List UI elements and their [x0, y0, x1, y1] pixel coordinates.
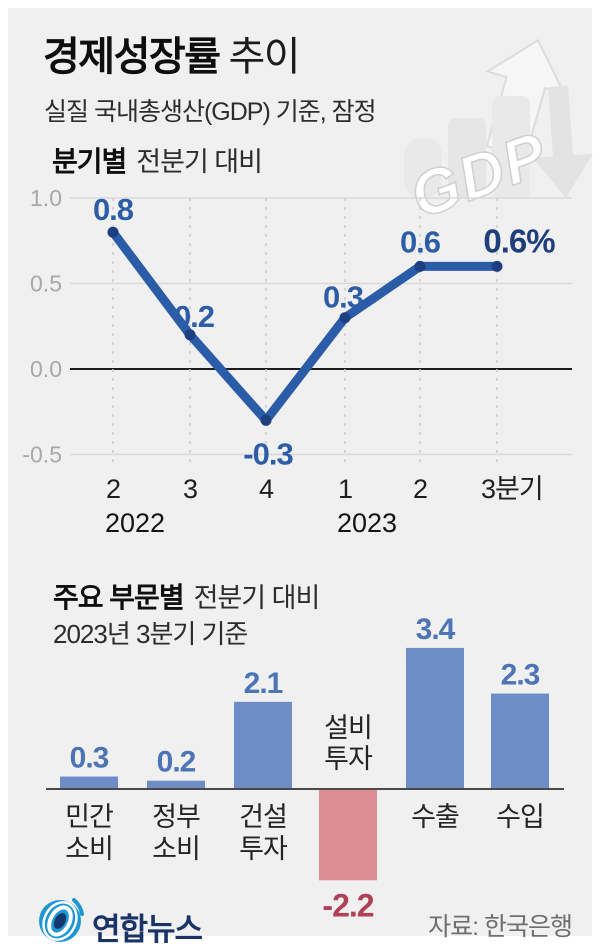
bar-positive: [147, 780, 205, 789]
page-title: 경제성장률 추이: [43, 34, 301, 80]
data-point: [491, 260, 503, 272]
bar-value-label: 3.4: [416, 613, 456, 646]
line-chart-title-light: 전분기 대비: [136, 147, 263, 177]
line-chart-title: 분기별 전분기 대비: [52, 140, 263, 180]
bar-value-label: 0.2: [157, 746, 196, 779]
bar-category-label: 수입: [496, 802, 544, 832]
quarterly-line-chart: 1.0 0.5 0.0 -0.5 0.8 0.2 -0.3 0.3 0.6 0.6% 2 3 4 1 2 3분…: [22, 185, 572, 538]
data-point: [260, 414, 272, 426]
bar-category-label: 소비: [152, 834, 200, 864]
bar-positive: [60, 776, 118, 789]
data-point: [107, 226, 119, 238]
bar-category-label: 소비: [65, 834, 113, 864]
bar-category-label: 민간: [65, 802, 113, 832]
year-label: 2022: [105, 508, 165, 538]
data-point: [339, 312, 351, 324]
point-label: 0.2: [174, 299, 214, 334]
year-label: 2023: [337, 508, 397, 538]
gdp-3d-art-icon: GDP: [401, 38, 593, 216]
page-subtitle: 실질 국내총생산(GDP) 기준, 잠정: [44, 98, 377, 126]
source-credit: 자료: 한국은행: [428, 913, 573, 941]
point-label: 0.6%: [483, 222, 555, 259]
bar-chart-title: 주요 부문별 전분기 대비: [53, 576, 321, 616]
y-tick-label: -0.5: [22, 442, 62, 468]
bar-art-3: [492, 96, 530, 198]
bar-positive: [406, 647, 464, 789]
y-tick-label: 0.5: [30, 271, 62, 297]
bar-negative: [319, 789, 377, 881]
bar-category-label: 정부: [152, 802, 200, 832]
bar-category-label: 투자: [324, 744, 373, 774]
line-series: [108, 227, 502, 425]
bar-value-label: 2.3: [501, 659, 540, 692]
point-label: -0.3: [243, 436, 293, 471]
point-label: 0.8: [93, 192, 134, 227]
bar-chart-title-bold: 주요 부문별: [53, 582, 185, 613]
x-tick-label: 2: [413, 474, 427, 504]
bar-value-label-negative: -2.2: [322, 887, 373, 923]
point-label: 0.6: [400, 224, 441, 259]
line-chart-title-bold: 분기별: [52, 146, 127, 177]
bar-value-label: 2.1: [244, 667, 283, 700]
point-label: 0.3: [323, 280, 364, 315]
bar-chart-subtitle: 2023년 3분기 기준: [53, 619, 248, 649]
y-tick-label: 1.0: [30, 185, 62, 211]
bar-category-label: 설비: [324, 713, 372, 743]
bar-value-label: 0.3: [70, 742, 109, 775]
bar-category-label: 수출: [411, 802, 459, 832]
x-tick-label: 3: [183, 474, 197, 504]
data-point: [414, 260, 426, 272]
x-tick-label: 1: [338, 474, 352, 504]
bar-art-2: [448, 118, 486, 198]
page-title-light: 추이: [228, 35, 301, 79]
yonhap-logo-icon: [39, 898, 84, 942]
x-tick-label: 2: [106, 474, 120, 504]
data-point: [184, 329, 196, 341]
bar-positive: [234, 701, 292, 789]
bar-chart-title-light: 전분기 대비: [193, 583, 321, 613]
bar-positive: [491, 693, 549, 789]
x-tick-label: 3분기: [481, 474, 543, 504]
x-tick-label: 4: [259, 474, 274, 504]
down-arrow-icon: [533, 85, 593, 198]
bar-art-1: [404, 138, 442, 198]
page-title-bold: 경제성장률: [43, 35, 221, 79]
bar-category-label: 건설: [239, 802, 287, 832]
bar-category-label: 투자: [239, 834, 288, 864]
y-tick-label: 0.0: [30, 356, 62, 382]
yonhap-wordmark: 연합뉴스: [92, 912, 203, 944]
